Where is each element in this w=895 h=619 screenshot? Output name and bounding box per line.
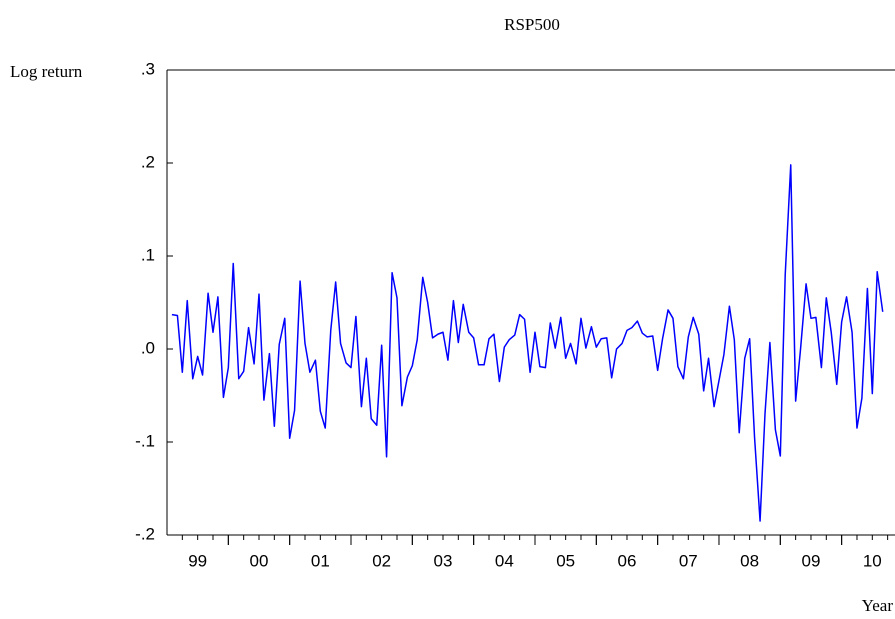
- x-tick-label: 01: [311, 551, 330, 570]
- x-tick-label: 08: [740, 551, 759, 570]
- chart-title: RSP500: [504, 15, 560, 34]
- x-tick-label: 00: [250, 551, 269, 570]
- data-line: [171, 164, 884, 522]
- x-tick-label: 09: [802, 551, 821, 570]
- x-tick-label: 06: [618, 551, 637, 570]
- y-tick-label: -.2: [135, 524, 155, 543]
- x-tick-label: 99: [188, 551, 207, 570]
- y-tick-label: -.1: [135, 431, 155, 450]
- y-tick-label: .3: [141, 59, 155, 78]
- y-tick-label: .0: [141, 338, 155, 357]
- x-tick-label: 02: [372, 551, 391, 570]
- y-axis-label: Log return: [10, 62, 83, 81]
- x-tick-label: 05: [556, 551, 575, 570]
- y-tick-label: .2: [141, 152, 155, 171]
- x-tick-label: 04: [495, 551, 514, 570]
- x-axis-label: Year: [862, 596, 894, 615]
- x-tick-label: 10: [863, 551, 882, 570]
- y-tick-label: .1: [141, 245, 155, 264]
- x-tick-label: 03: [434, 551, 453, 570]
- x-tick-label: 07: [679, 551, 698, 570]
